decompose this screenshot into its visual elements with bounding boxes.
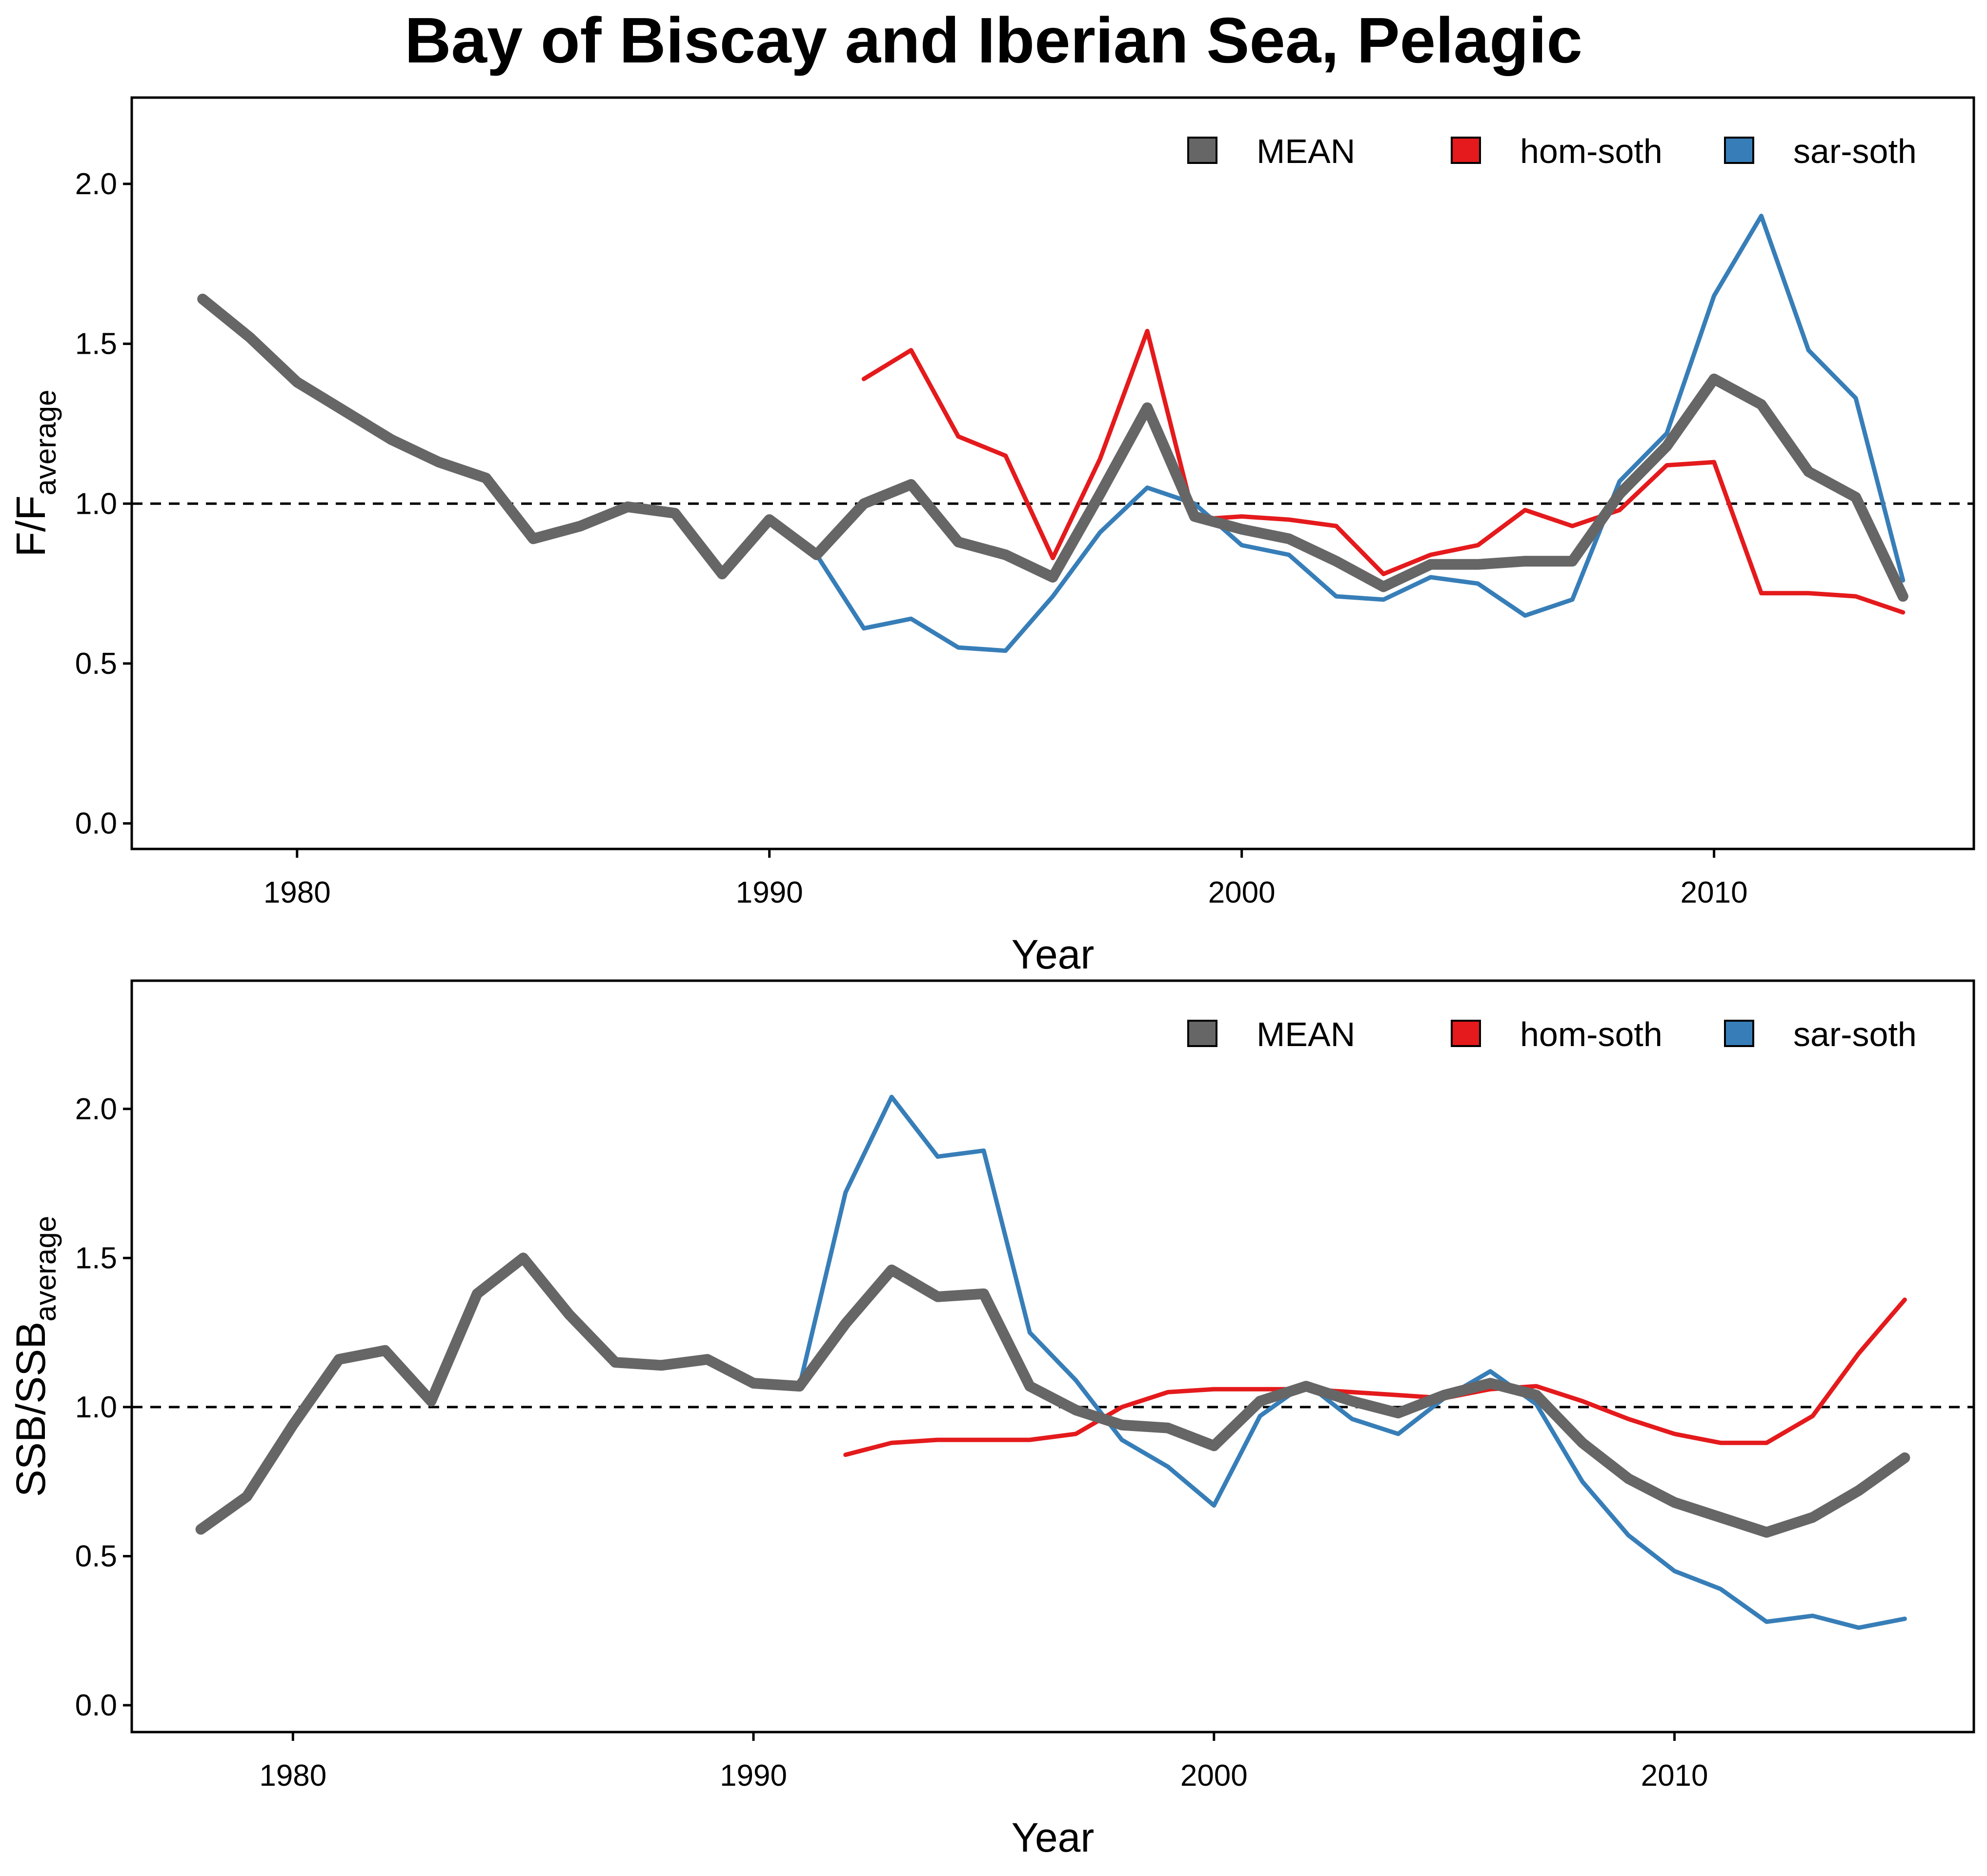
ssb-ratio-legend-swatch-hom-soth [1451, 1020, 1481, 1047]
ssb-ratio-panel: 0.0 0.5 1.0 1.5 2.0 1980 1990 2000 2010 Year SSB/S… [0, 966, 1987, 1874]
ssb-ratio-y-tick-label: 0.0 [75, 1689, 117, 1722]
f-ratio-y-tick-label: 0.0 [75, 807, 117, 841]
ssb-ratio-y-axis-title: SSB/SSBaverage [8, 1216, 62, 1497]
f-ratio-y-tick-label: 1.0 [75, 487, 117, 521]
f-ratio-legend-swatch-hom-soth [1451, 137, 1481, 164]
f-ratio-legend-label-hom-soth: hom-soth [1520, 132, 1663, 170]
ssb-ratio-legend-label-hom-soth: hom-soth [1520, 1015, 1663, 1053]
f-ratio-y-tick-label: 1.5 [75, 327, 117, 361]
ssb-ratio-y-tick-label: 0.5 [75, 1539, 117, 1573]
f-ratio-y-tick-label: 0.5 [75, 647, 117, 681]
ssb-ratio-y-tick-label: 2.0 [75, 1092, 117, 1126]
f-ratio-x-tick-label: 1980 [264, 876, 331, 909]
ssb-ratio-y-axis-title-main: SSB/SSB [8, 1322, 54, 1497]
ssb-ratio-x-axis-title: Year [1012, 1815, 1095, 1860]
chart-title: Bay of Biscay and Iberian Sea, Pelagic [405, 4, 1582, 76]
ssb-ratio-y-tick-label: 1.0 [75, 1391, 117, 1424]
ssb-ratio-y-axis-title-subscript: average [29, 1216, 62, 1322]
f-ratio-y-tick-label: 2.0 [75, 167, 117, 201]
ssb-ratio-legend-label-mean: MEAN [1257, 1015, 1355, 1053]
f-ratio-legend-label-mean: MEAN [1257, 132, 1355, 170]
f-ratio-series-line-hom-soth [861, 328, 1906, 615]
f-ratio-plot-frame [130, 96, 1975, 850]
ssb-ratio-y-tick-label: 1.5 [75, 1241, 117, 1275]
ssb-ratio-x-tick-label: 2010 [1641, 1759, 1708, 1793]
f-ratio-legend-swatch-sar-soth [1724, 137, 1754, 164]
f-ratio-panel: 0.0 0.5 1.0 1.5 2.0 1980 1990 2000 2010 Year F/Fav… [0, 83, 1987, 990]
ssb-ratio-legend-swatch-mean [1187, 1020, 1217, 1047]
f-ratio-y-axis-title-main: F/F [8, 495, 54, 557]
f-ratio-x-tick-label: 2000 [1208, 876, 1276, 909]
f-ratio-chart: 0.0 0.5 1.0 1.5 2.0 1980 1990 2000 2010 Year F/Fav… [8, 96, 1975, 977]
ssb-ratio-chart: 0.0 0.5 1.0 1.5 2.0 1980 1990 2000 2010 Year SSB/S… [8, 979, 1975, 1860]
ssb-ratio-legend-label-sar-soth: sar-soth [1793, 1015, 1917, 1053]
f-ratio-y-axis-title: F/Faverage [8, 390, 62, 557]
f-ratio-x-tick-label: 2010 [1681, 876, 1748, 909]
ssb-ratio-series-line-mean [195, 1252, 1910, 1538]
ssb-ratio-x-tick-label: 1990 [720, 1759, 787, 1793]
f-ratio-legend-label-sar-soth: sar-soth [1793, 132, 1917, 170]
f-ratio-y-axis-title-subscript: average [29, 390, 62, 496]
ssb-ratio-series-line-hom-soth [843, 1297, 1907, 1457]
ssb-ratio-x-tick-label: 2000 [1180, 1759, 1248, 1793]
ssb-ratio-legend-swatch-sar-soth [1724, 1020, 1754, 1047]
ssb-ratio-x-tick-label: 1980 [259, 1759, 326, 1793]
f-ratio-legend-swatch-mean [1187, 137, 1217, 164]
f-ratio-x-tick-label: 1990 [736, 876, 803, 909]
f-ratio-x-axis-title: Year [1012, 931, 1095, 977]
f-ratio-series-line-mean [197, 293, 1908, 602]
